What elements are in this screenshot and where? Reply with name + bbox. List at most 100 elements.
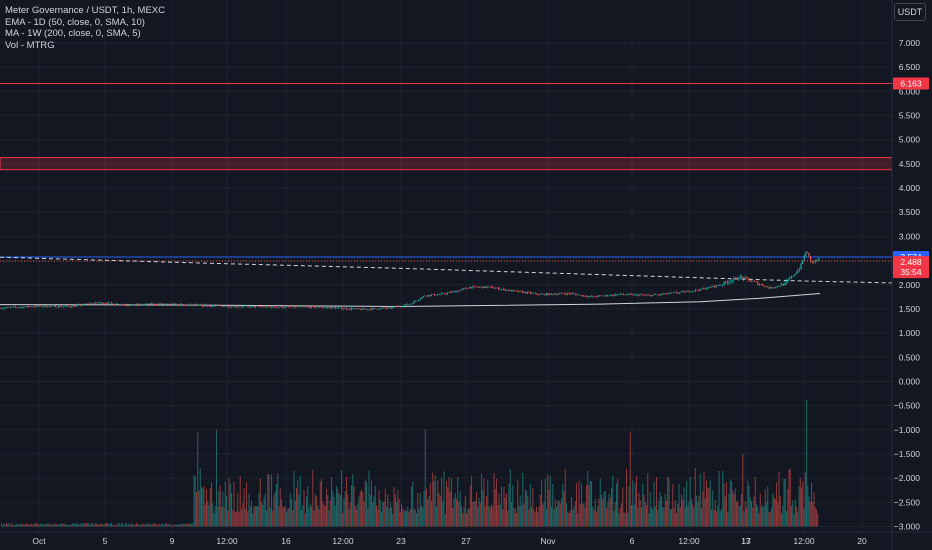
- candle-body: [139, 304, 141, 305]
- volume-bar: [264, 493, 266, 527]
- volume-bar: [217, 506, 219, 527]
- ema-indicator-label[interactable]: EMA - 1D (50, close, 0, SMA, 10): [5, 16, 145, 28]
- volume-bar: [791, 505, 793, 527]
- candle-body: [253, 306, 255, 308]
- candle-body: [450, 292, 452, 293]
- candle-body: [82, 305, 84, 306]
- volume-bar: [61, 523, 63, 527]
- candle-body: [766, 286, 768, 288]
- volume-bar: [367, 508, 369, 527]
- candle-body: [3, 308, 5, 309]
- candle-body: [206, 305, 208, 307]
- candle-body: [717, 285, 719, 286]
- symbol-title[interactable]: Meter Governance / USDT, 1h, MEXC: [5, 5, 165, 16]
- candle-body: [563, 293, 565, 295]
- volume-indicator-label[interactable]: Vol - MTRG: [5, 39, 55, 51]
- volume-bar: [781, 512, 783, 527]
- volume-bar: [186, 524, 188, 527]
- volume-bar: [14, 524, 16, 527]
- volume-bar: [276, 484, 278, 527]
- volume-bar: [121, 523, 123, 527]
- volume-bar: [46, 523, 48, 527]
- volume-bar: [554, 499, 556, 527]
- candle-body: [248, 306, 250, 308]
- candle-body: [578, 294, 580, 296]
- candle-body: [478, 287, 480, 288]
- volume-bar: [612, 475, 614, 527]
- candle-body: [541, 294, 543, 295]
- volume-bar: [58, 523, 60, 527]
- volume-bar: [158, 523, 160, 527]
- candle-body: [290, 306, 292, 308]
- candle-body: [112, 303, 114, 305]
- volume-bar: [374, 485, 376, 527]
- candle-body: [614, 294, 616, 296]
- time-axis[interactable]: [0, 532, 892, 550]
- candle-body: [59, 305, 61, 307]
- volume-bar: [181, 523, 183, 527]
- candle-body: [464, 288, 466, 289]
- candle-body: [688, 290, 690, 292]
- volume-bar: [694, 467, 696, 527]
- candle-body: [632, 294, 634, 296]
- volume-bar: [51, 524, 53, 527]
- candle-body: [237, 306, 239, 308]
- volume-bar: [523, 503, 525, 527]
- volume-bar: [527, 496, 529, 527]
- volume-bar: [244, 508, 246, 527]
- candle-body: [238, 306, 240, 308]
- volume-bar: [709, 480, 711, 527]
- volume-bar: [427, 499, 429, 527]
- candles: [0, 251, 820, 311]
- volume-bar: [753, 496, 755, 527]
- volume-bar: [101, 523, 103, 527]
- volume-bar: [516, 513, 518, 527]
- volume-bar: [303, 490, 305, 527]
- candle-body: [698, 290, 700, 291]
- volume-bar: [123, 525, 125, 527]
- volume-bar: [178, 524, 180, 527]
- volume-bar: [218, 490, 220, 527]
- candle-body: [69, 306, 71, 307]
- volume-bar: [733, 493, 735, 527]
- candle-body: [61, 306, 63, 308]
- volume-bar: [358, 496, 360, 527]
- candle-body: [373, 308, 375, 309]
- volume-bar: [341, 470, 343, 527]
- candle-body: [128, 305, 130, 307]
- volume-bar: [24, 523, 26, 527]
- currency-button[interactable]: USDT: [894, 3, 926, 21]
- volume-bar: [18, 524, 20, 527]
- volume-bar: [484, 506, 486, 527]
- volume-bar: [154, 523, 156, 527]
- candle-body: [664, 293, 666, 294]
- candle-body: [453, 291, 455, 292]
- volume-bar: [91, 523, 93, 527]
- volume-bar: [616, 483, 618, 527]
- volume-bar: [707, 487, 709, 527]
- volume-bar: [59, 524, 61, 527]
- candle-body: [368, 309, 370, 310]
- volume-bar: [713, 510, 715, 527]
- volume-bar: [613, 511, 615, 527]
- volume-bar: [622, 487, 624, 527]
- volume-bar: [581, 483, 583, 527]
- candle-body: [72, 305, 74, 308]
- volume-bar: [6, 522, 8, 527]
- candle-body: [706, 288, 708, 290]
- volume-bar: [376, 505, 378, 527]
- volume-bar: [521, 505, 523, 527]
- volume-bar: [308, 507, 310, 527]
- candle-body: [309, 306, 311, 308]
- candle-body: [675, 292, 677, 294]
- candle-body: [438, 294, 440, 296]
- ma-indicator-label[interactable]: MA - 1W (200, close, 0, SMA, 5): [5, 28, 141, 39]
- candle-body: [224, 306, 226, 307]
- volume-bar: [342, 512, 344, 527]
- volume-bar: [227, 510, 229, 527]
- volume-bar: [599, 478, 601, 527]
- time-tick-label: 20: [857, 536, 867, 546]
- candle-body: [650, 295, 652, 297]
- volume-bar: [363, 501, 365, 527]
